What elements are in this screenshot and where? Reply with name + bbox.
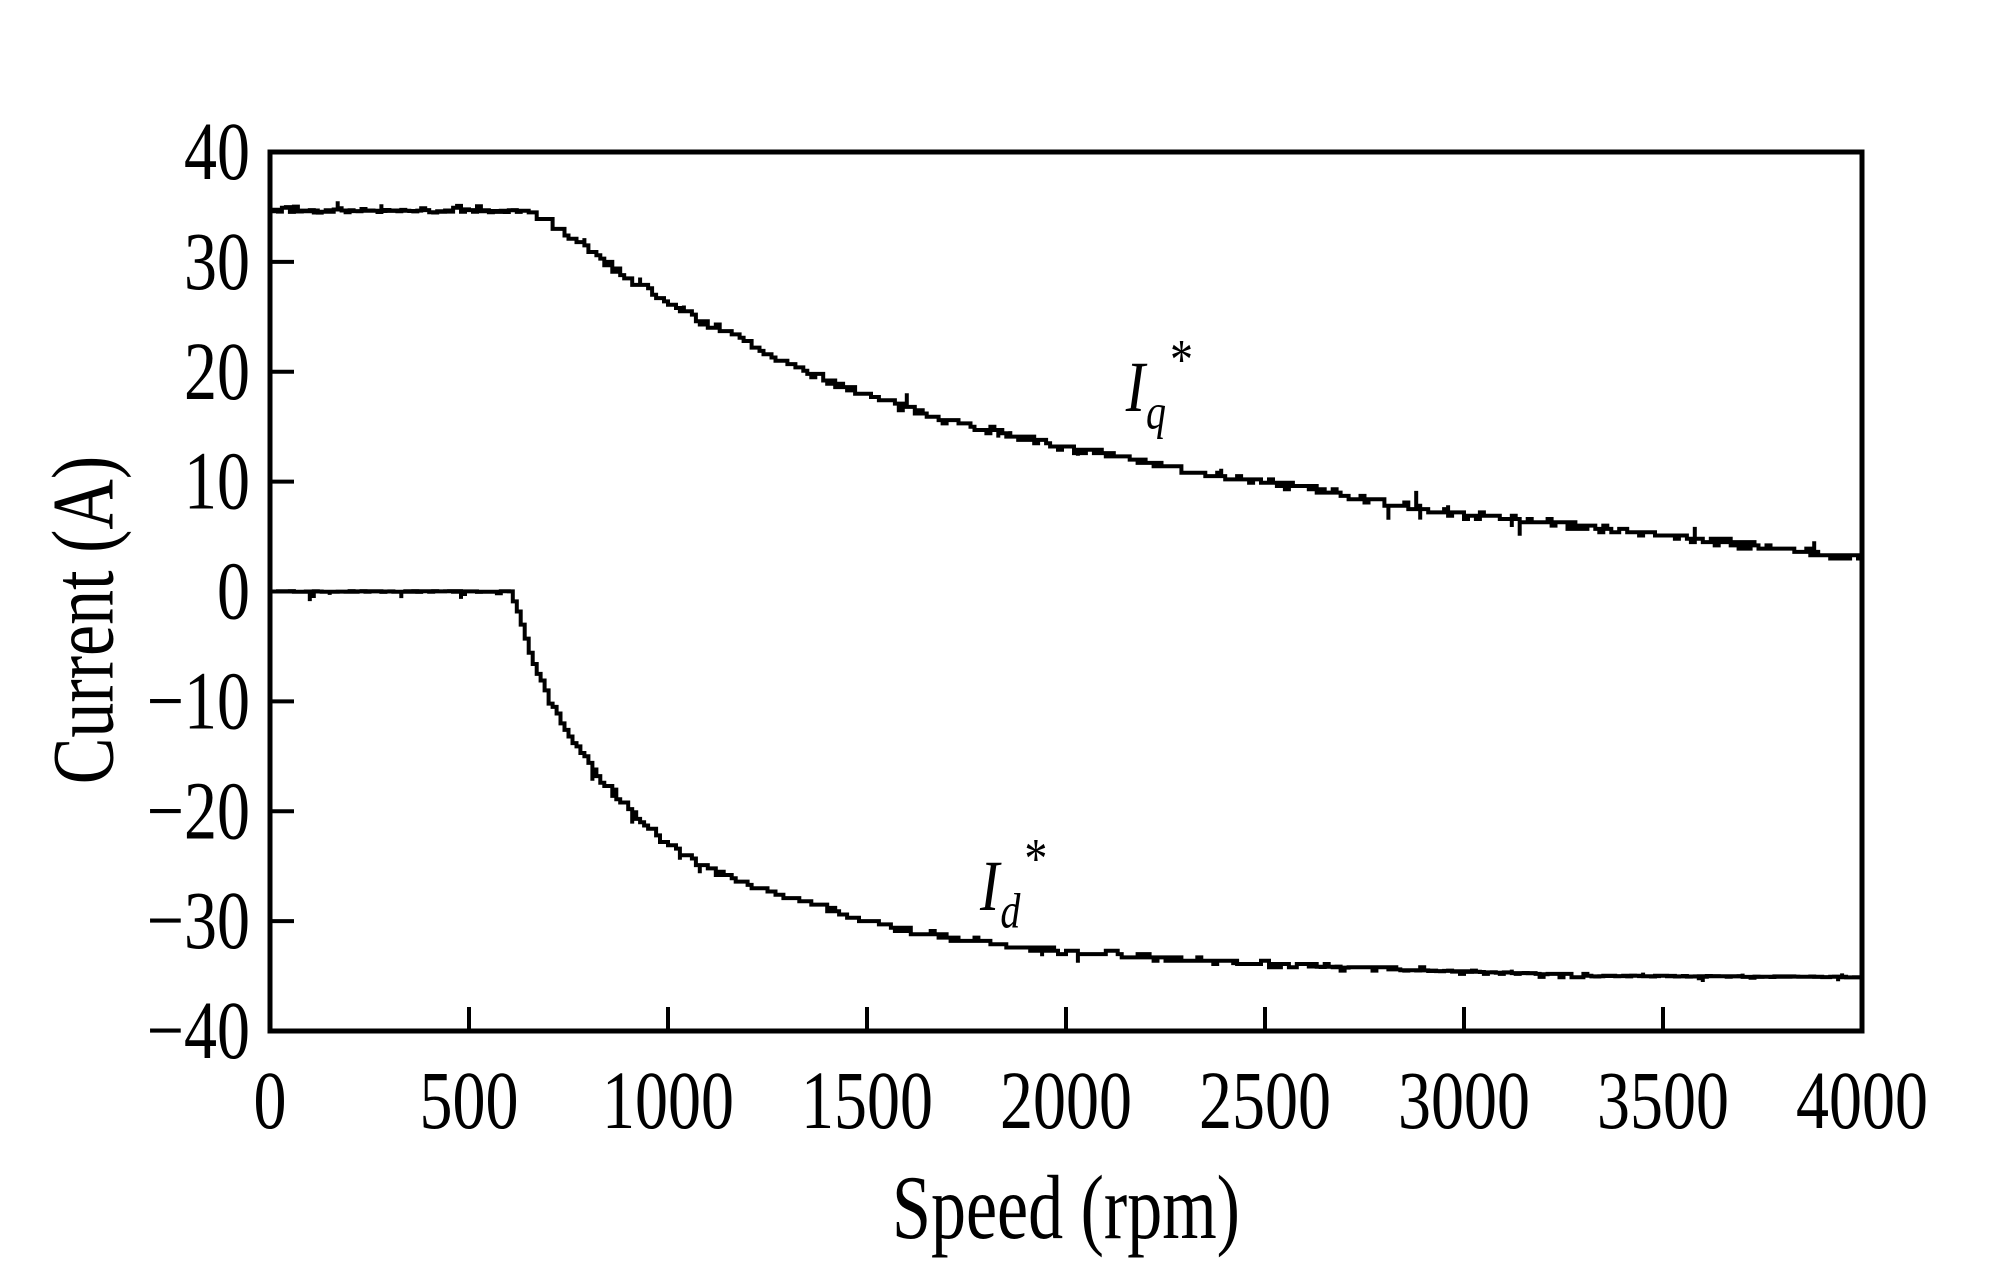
- x-tick-label-3000: 3000: [1398, 1055, 1530, 1147]
- y-tick-label--10: −10: [147, 655, 250, 747]
- x-tick-label-3500: 3500: [1597, 1055, 1729, 1147]
- x-tick-label-0: 0: [254, 1055, 287, 1147]
- iq-label-subscript: q: [1146, 383, 1167, 440]
- id-label-symbol: I: [980, 844, 1000, 926]
- iq-curve-label: Iq*: [1125, 330, 1193, 440]
- y-axis-title: Current (A): [36, 455, 133, 785]
- y-tick-label--30: −30: [147, 875, 250, 967]
- x-tick-label-1500: 1500: [801, 1055, 933, 1147]
- y-tick-label-30: 30: [184, 216, 250, 308]
- id-curve-label: Id*: [980, 829, 1047, 939]
- y-tick-label-20: 20: [184, 326, 250, 418]
- y-tick-label--40: −40: [147, 985, 250, 1077]
- id-series-line: [270, 589, 1862, 982]
- x-tick-label-1000: 1000: [602, 1055, 734, 1147]
- x-tick-label-4000: 4000: [1796, 1055, 1928, 1147]
- iq-label-symbol: I: [1125, 345, 1146, 427]
- id-label-superscript: *: [1024, 825, 1048, 890]
- y-tick-label--20: −20: [147, 765, 250, 857]
- iq-series-line: [270, 201, 1864, 561]
- x-axis-title: Speed (rpm): [892, 1158, 1240, 1259]
- iq-label-superscript: *: [1170, 326, 1194, 391]
- x-tick-label-500: 500: [420, 1055, 519, 1147]
- id-label-subscript: d: [1000, 882, 1021, 939]
- x-tick-label-2500: 2500: [1199, 1055, 1331, 1147]
- x-tick-label-2000: 2000: [1000, 1055, 1132, 1147]
- y-tick-label-40: 40: [184, 106, 250, 198]
- y-tick-label-0: 0: [217, 546, 250, 638]
- y-tick-label-10: 10: [184, 436, 250, 528]
